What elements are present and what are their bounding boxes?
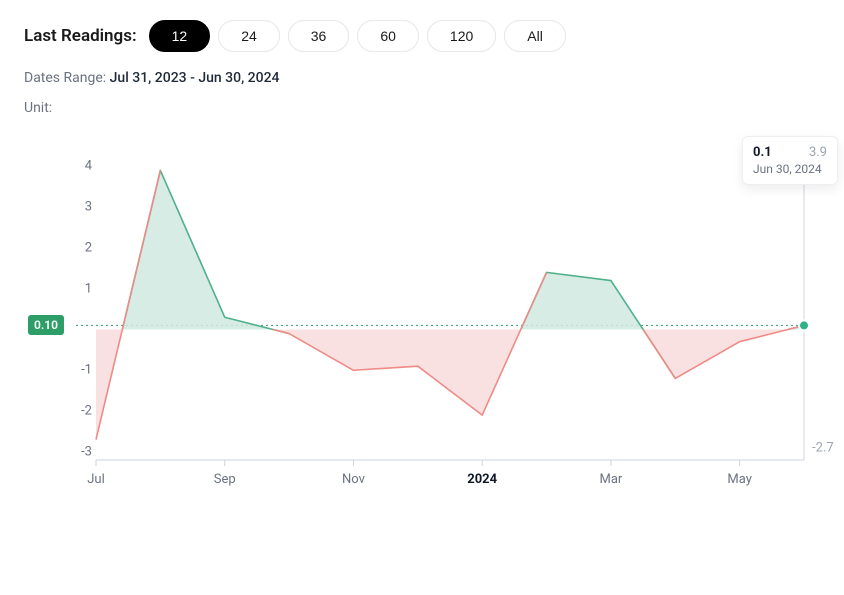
y-tick: -2 <box>78 404 92 419</box>
controls-row: Last Readings: 12243660120All <box>24 20 820 52</box>
dates-range-value: Jul 31, 2023 - Jun 30, 2024 <box>110 70 280 86</box>
x-tick: Mar <box>599 472 622 487</box>
y-tick: 1 <box>78 281 92 296</box>
chart-area: -3-2-11234 JulSepNov2024MarMay 0.10 0.1 … <box>24 130 820 530</box>
right-secondary-bottom: -2.7 <box>812 441 834 456</box>
dates-range-label: Dates Range: <box>24 70 106 86</box>
readings-pill-group: 12243660120All <box>149 20 566 52</box>
tooltip-date: Jun 30, 2024 <box>753 162 827 176</box>
chart-svg[interactable] <box>24 130 820 530</box>
y-tick: -3 <box>78 444 92 459</box>
tooltip-secondary-top: 3.9 <box>809 145 827 160</box>
readings-pill-60[interactable]: 60 <box>357 20 419 52</box>
tooltip-primary: 0.1 <box>753 145 772 160</box>
x-tick: May <box>727 472 751 487</box>
x-tick: Sep <box>214 472 236 487</box>
x-tick: Jul <box>87 472 105 487</box>
last-readings-label: Last Readings: <box>24 26 137 46</box>
y-tick: 3 <box>78 200 92 215</box>
dates-range-line: Dates Range: Jul 31, 2023 - Jun 30, 2024 <box>24 70 820 86</box>
readings-pill-36[interactable]: 36 <box>288 20 350 52</box>
y-tick: -1 <box>78 363 92 378</box>
baseline-badge: 0.10 <box>28 315 64 335</box>
unit-label: Unit: <box>24 100 52 116</box>
root: Last Readings: 12243660120All Dates Rang… <box>0 0 844 595</box>
x-tick: Nov <box>342 472 365 487</box>
baseline-badge-text: 0.10 <box>34 318 58 332</box>
readings-pill-24[interactable]: 24 <box>218 20 280 52</box>
readings-pill-all[interactable]: All <box>504 20 566 52</box>
y-tick: 2 <box>78 240 92 255</box>
readings-pill-120[interactable]: 120 <box>427 20 496 52</box>
x-tick: 2024 <box>467 472 497 487</box>
tooltip: 0.1 3.9 Jun 30, 2024 <box>742 136 838 185</box>
readings-pill-12[interactable]: 12 <box>149 20 211 52</box>
unit-line: Unit: <box>24 100 820 116</box>
y-tick: 4 <box>78 159 92 174</box>
